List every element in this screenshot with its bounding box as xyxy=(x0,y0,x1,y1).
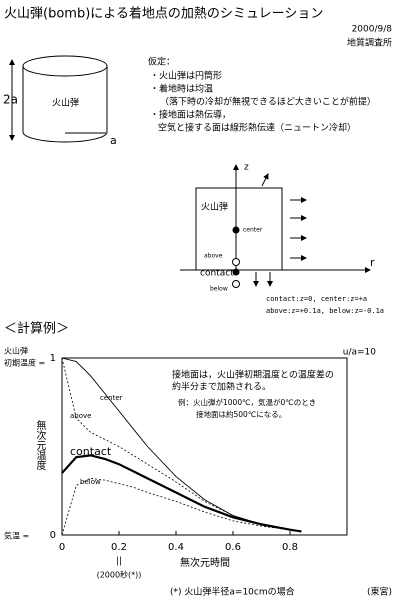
x-tick-label: 0.8 xyxy=(282,542,298,553)
point-label: below xyxy=(210,286,228,293)
note: above:z=+0.1a, below:z=-0.1a xyxy=(266,307,384,315)
series-label: above xyxy=(70,412,91,420)
x-tick-label: 0.2 xyxy=(111,542,127,553)
section-title: ＜計算例＞ xyxy=(4,321,69,337)
point-label: above xyxy=(204,253,223,260)
assumption: （落下時の冷却が無視できるほど大きいことが前提） xyxy=(160,96,376,108)
plot-frame xyxy=(61,357,348,536)
x-note: || xyxy=(116,557,122,567)
z-label: z xyxy=(244,163,249,173)
y-tick-label: 0 xyxy=(50,530,56,541)
series-label: below xyxy=(80,478,101,486)
body-label: 火山弾 xyxy=(201,201,228,213)
org: 地質調査所 xyxy=(347,37,392,49)
series-line xyxy=(61,454,302,533)
series-line xyxy=(61,477,302,536)
x-note: (2000秒(*)) xyxy=(97,570,142,580)
annotation: 接地面は約500℃になる。 xyxy=(196,409,286,419)
point-label: contact xyxy=(200,269,234,279)
y-bottom-label: 気温 = xyxy=(4,531,29,541)
y-top-label: 火山弾 xyxy=(4,346,28,356)
note: contact:z=0, center:z=+a xyxy=(266,295,367,303)
assumption-heading: 仮定： xyxy=(148,56,175,68)
footnote: (*) 火山弾半径a=10cmの場合 xyxy=(170,586,295,598)
annotation: 約半分まで加熱される。 xyxy=(172,381,271,393)
body-label: 火山弾 xyxy=(52,97,79,109)
y-top-label: 初期温度 = xyxy=(4,358,45,368)
radius-label: a xyxy=(110,134,117,147)
annotation: 例：火山弾が1000℃，気温が0℃のとき xyxy=(178,397,316,407)
x-tick-label: 0 xyxy=(59,542,65,553)
x-tick-label: 0.6 xyxy=(225,542,241,553)
param: u/a=10 xyxy=(343,348,377,358)
x-tick-label: 0.4 xyxy=(168,542,184,553)
assumption: 空気と接する面は線形熱伝達（ニュートン冷却） xyxy=(158,122,356,134)
cylinder xyxy=(9,55,108,143)
assumption: ・接地面は熱伝導， xyxy=(150,109,231,121)
assumption: ・火山弾は円筒形 xyxy=(150,70,222,82)
title: 火山弾(bomb)による着地点の加熱のシミュレーション xyxy=(4,6,323,22)
assumption: ・着地時は均温 xyxy=(150,83,213,95)
diagram xyxy=(180,164,371,288)
series-label: center xyxy=(100,394,123,402)
author: (東宮) xyxy=(367,586,392,598)
y-tick-label: 1 xyxy=(50,353,56,364)
point-label: center xyxy=(243,227,263,234)
x-axis-label: 無次元時間 xyxy=(180,556,230,569)
series-label: contact xyxy=(70,445,112,458)
annotation: 接地面は，火山弾初期温度との温度差の xyxy=(172,369,334,381)
y-axis-label: 無次元温度 xyxy=(34,419,46,471)
date: 2000/9/8 xyxy=(352,25,393,35)
height-label: 2a xyxy=(3,93,18,107)
r-label: r xyxy=(370,256,375,269)
